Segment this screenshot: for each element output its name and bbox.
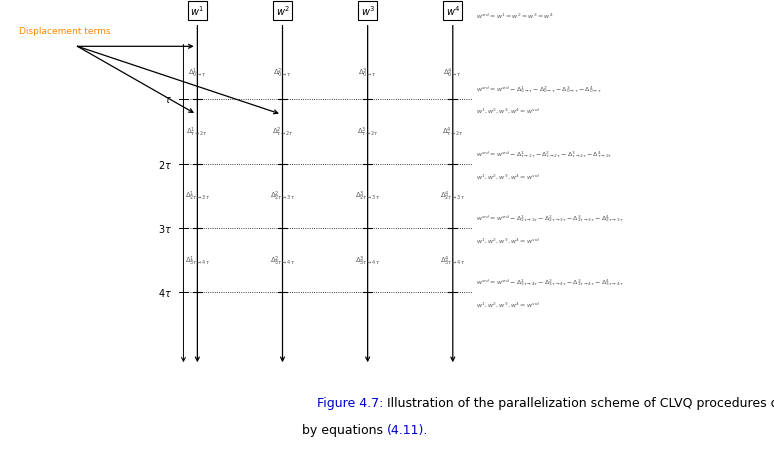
Text: $2\tau$: $2\tau$: [158, 158, 172, 170]
Text: $\Delta^4_{0 \to \tau}$: $\Delta^4_{0 \to \tau}$: [444, 67, 462, 80]
Text: $\Delta^3_{0 \to \tau}$: $\Delta^3_{0 \to \tau}$: [358, 67, 377, 80]
Text: $\Delta^4_{2\tau \to 3\tau}$: $\Delta^4_{2\tau \to 3\tau}$: [440, 190, 465, 203]
Text: $w^1, w^2, w^3, w^4 = w^{srd}$: $w^1, w^2, w^3, w^4 = w^{srd}$: [476, 236, 541, 244]
Text: $\tau$: $\tau$: [164, 95, 172, 105]
Text: $w^1, w^2, w^3, w^4 = w^{srd}$: $w^1, w^2, w^3, w^4 = w^{srd}$: [476, 106, 541, 115]
Text: $\Delta^2_{0 \to \tau}$: $\Delta^2_{0 \to \tau}$: [273, 67, 292, 80]
Text: $w^{srd} = w^{srd} - \Delta^1_{0 \to \tau} - \Delta^2_{0 \to \tau} - \Delta^3_{0: $w^{srd} = w^{srd} - \Delta^1_{0 \to \ta…: [476, 84, 602, 95]
Text: Illustration of the parallelization scheme of CLVQ procedures described: Illustration of the parallelization sche…: [387, 396, 774, 409]
Text: $\Delta^2_{3\tau \to 4\tau}$: $\Delta^2_{3\tau \to 4\tau}$: [270, 254, 295, 267]
Text: $4\tau$: $4\tau$: [158, 287, 172, 298]
Text: $\Delta^1_{0 \to \tau}$: $\Delta^1_{0 \to \tau}$: [188, 67, 207, 80]
Text: $\Delta^4_{3\tau \to 4\tau}$: $\Delta^4_{3\tau \to 4\tau}$: [440, 254, 465, 267]
Text: $3\tau$: $3\tau$: [158, 222, 172, 234]
Text: $\Delta^1_{2\tau \to 3\tau}$: $\Delta^1_{2\tau \to 3\tau}$: [185, 190, 210, 203]
Text: $w^{srd} = w^1 = w^2 = w^3 = w^4$: $w^{srd} = w^1 = w^2 = w^3 = w^4$: [476, 11, 553, 21]
Text: $w^2$: $w^2$: [276, 5, 289, 18]
Text: $w^{srd} = w^{srd} - \Delta^1_{2\tau \to 3\tau} - \Delta^2_{2\tau \to 3\tau} - \: $w^{srd} = w^{srd} - \Delta^1_{2\tau \to…: [476, 213, 624, 223]
Text: $w^3$: $w^3$: [361, 5, 375, 18]
Text: $w^{srd} = w^{srd} - \Delta^1_{3\tau \to 4\tau} - \Delta^2_{3\tau \to 4\tau} - \: $w^{srd} = w^{srd} - \Delta^1_{3\tau \to…: [476, 277, 624, 288]
Text: Figure 4.7:: Figure 4.7:: [317, 396, 387, 409]
Text: $\Delta^4_{\tau \to 2\tau}$: $\Delta^4_{\tau \to 2\tau}$: [442, 126, 464, 139]
Text: $w^4$: $w^4$: [446, 5, 460, 18]
Text: $\Delta^3_{\tau \to 2\tau}$: $\Delta^3_{\tau \to 2\tau}$: [357, 126, 378, 139]
Text: $\Delta^2_{\tau \to 2\tau}$: $\Delta^2_{\tau \to 2\tau}$: [272, 126, 293, 139]
Text: $w^1, w^2, w^3, w^4 = w^{srd}$: $w^1, w^2, w^3, w^4 = w^{srd}$: [476, 300, 541, 308]
Text: $w^1, w^2, w^3, w^4 = w^{srd}$: $w^1, w^2, w^3, w^4 = w^{srd}$: [476, 172, 541, 180]
Text: $w^{srd} = w^{srd} - \Delta^1_{\tau \to 2\tau} - \Delta^2_{\tau \to 2\tau} - \De: $w^{srd} = w^{srd} - \Delta^1_{\tau \to …: [476, 149, 612, 159]
Text: by equations: by equations: [302, 424, 387, 436]
Text: $\Delta^1_{3\tau \to 4\tau}$: $\Delta^1_{3\tau \to 4\tau}$: [185, 254, 210, 267]
Text: $\Delta^2_{2\tau \to 3\tau}$: $\Delta^2_{2\tau \to 3\tau}$: [270, 190, 295, 203]
Text: $w^1$: $w^1$: [190, 5, 204, 18]
Text: (4.11).: (4.11).: [387, 424, 428, 436]
Text: Displacement terms: Displacement terms: [19, 27, 111, 36]
Text: $\Delta^3_{2\tau \to 3\tau}$: $\Delta^3_{2\tau \to 3\tau}$: [355, 190, 380, 203]
Text: $\Delta^1_{\tau \to 2\tau}$: $\Delta^1_{\tau \to 2\tau}$: [187, 126, 208, 139]
Text: $\Delta^3_{3\tau \to 4\tau}$: $\Delta^3_{3\tau \to 4\tau}$: [355, 254, 380, 267]
